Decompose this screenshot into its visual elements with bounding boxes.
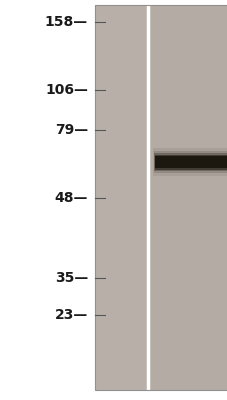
Text: 158—: 158— [45,15,88,29]
Text: 35—: 35— [54,271,88,285]
Text: 23—: 23— [54,308,88,322]
Bar [95,5,227,390]
Bar [152,148,227,176]
Text: 48—: 48— [54,191,88,205]
Bar [147,5,227,390]
Bar [95,5,147,390]
Text: 106—: 106— [45,83,88,97]
Bar [154,156,227,168]
Bar [154,154,227,170]
Bar [153,151,227,173]
Text: 79—: 79— [55,123,88,137]
Bar [153,153,227,171]
